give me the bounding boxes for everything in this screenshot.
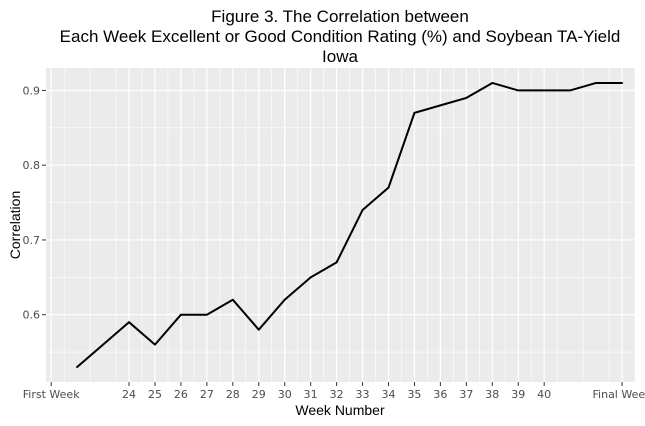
- y-tick-label: 0.9: [23, 84, 41, 97]
- x-axis: First Week 24 25 26 27 28 29 30 31 32 33 34 35 36 37 38…: [23, 382, 645, 401]
- x-tick-label: 31: [304, 388, 318, 401]
- x-tick-label: 32: [330, 388, 344, 401]
- y-tick-label: 0.8: [23, 159, 41, 172]
- y-tick-label: 0.7: [23, 234, 41, 247]
- x-tick-label: Final Week: [593, 388, 645, 401]
- x-tick-label: 30: [278, 388, 292, 401]
- x-tick-label: 34: [382, 388, 396, 401]
- x-tick-label: 25: [148, 388, 162, 401]
- chart-title-line-1: Figure 3. The Correlation between: [211, 7, 469, 26]
- chart-title: Figure 3. The Correlation between Each W…: [60, 7, 621, 66]
- chart-title-line-2: Each Week Excellent or Good Condition Ra…: [60, 27, 621, 46]
- series-layer: [76, 81, 624, 369]
- x-tick-label: 33: [356, 388, 370, 401]
- x-tick-label: 29: [252, 388, 266, 401]
- x-tick-label: 26: [174, 388, 188, 401]
- x-tick-label: 37: [459, 388, 473, 401]
- y-tick-label: 0.6: [23, 309, 41, 322]
- x-tick-label: 39: [511, 388, 525, 401]
- x-tick-label: 27: [200, 388, 214, 401]
- y-axis: 0.6 0.7 0.8 0.9: [23, 84, 46, 322]
- x-tick-label: 35: [407, 388, 421, 401]
- x-tick-label: 40: [537, 388, 551, 401]
- x-tick-label: First Week: [23, 388, 80, 401]
- chart-title-line-3: Iowa: [322, 47, 358, 66]
- y-axis-title: Correlation: [7, 191, 23, 259]
- series-line: [76, 81, 624, 369]
- x-axis-title: Week Number: [295, 402, 385, 418]
- x-tick-label: 38: [485, 388, 499, 401]
- plot-panel: [46, 68, 635, 382]
- x-tick-label: 24: [122, 388, 136, 401]
- x-tick-label: 36: [433, 388, 447, 401]
- x-tick-label: 28: [226, 388, 240, 401]
